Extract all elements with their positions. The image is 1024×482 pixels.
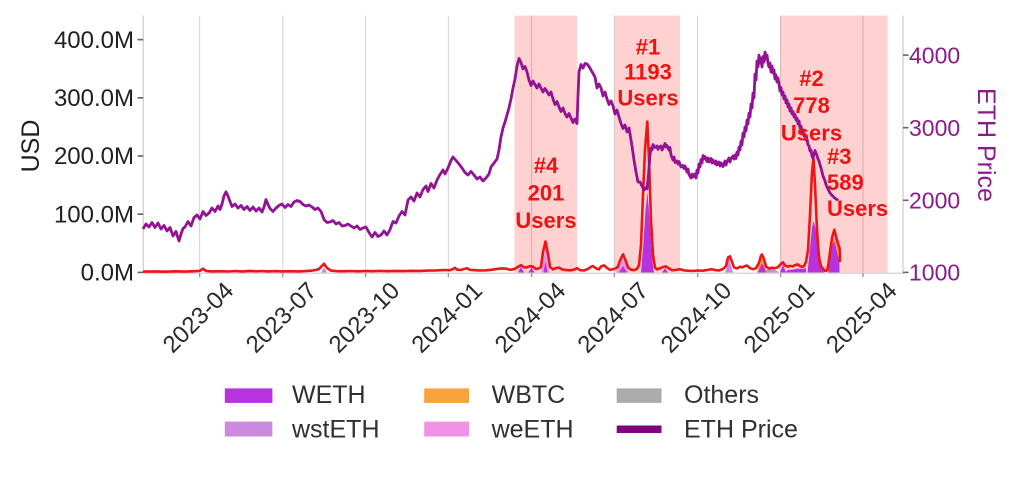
svg-text:WBTC: WBTC xyxy=(492,381,566,409)
svg-text:589: 589 xyxy=(827,170,864,195)
svg-text:Users: Users xyxy=(781,121,842,146)
svg-text:ETH Price: ETH Price xyxy=(684,416,798,444)
svg-text:300.0M: 300.0M xyxy=(54,85,134,112)
svg-text:Users: Users xyxy=(827,196,888,221)
svg-text:100.0M: 100.0M xyxy=(54,201,134,228)
svg-text:#2: #2 xyxy=(799,66,823,91)
svg-text:#3: #3 xyxy=(827,144,851,169)
svg-text:400.0M: 400.0M xyxy=(54,27,134,54)
svg-text:3000: 3000 xyxy=(909,115,960,141)
svg-text:Users: Users xyxy=(515,208,576,233)
svg-text:Others: Others xyxy=(684,381,759,409)
svg-text:4000: 4000 xyxy=(909,42,960,68)
svg-text:#1: #1 xyxy=(636,35,660,60)
svg-text:200.0M: 200.0M xyxy=(54,143,134,170)
svg-text:1000: 1000 xyxy=(909,260,960,286)
svg-text:wstETH: wstETH xyxy=(291,416,380,444)
svg-text:Users: Users xyxy=(617,86,678,111)
svg-text:#4: #4 xyxy=(534,153,559,178)
svg-text:201: 201 xyxy=(528,181,565,206)
svg-text:weETH: weETH xyxy=(491,416,574,444)
svg-text:778: 778 xyxy=(793,93,830,118)
svg-text:USD: USD xyxy=(17,120,45,173)
svg-text:ETH Price: ETH Price xyxy=(972,88,1000,202)
svg-text:WETH: WETH xyxy=(292,381,366,409)
svg-text:1193: 1193 xyxy=(624,60,672,85)
svg-text:0.0M: 0.0M xyxy=(81,260,134,287)
svg-text:2000: 2000 xyxy=(909,188,960,214)
